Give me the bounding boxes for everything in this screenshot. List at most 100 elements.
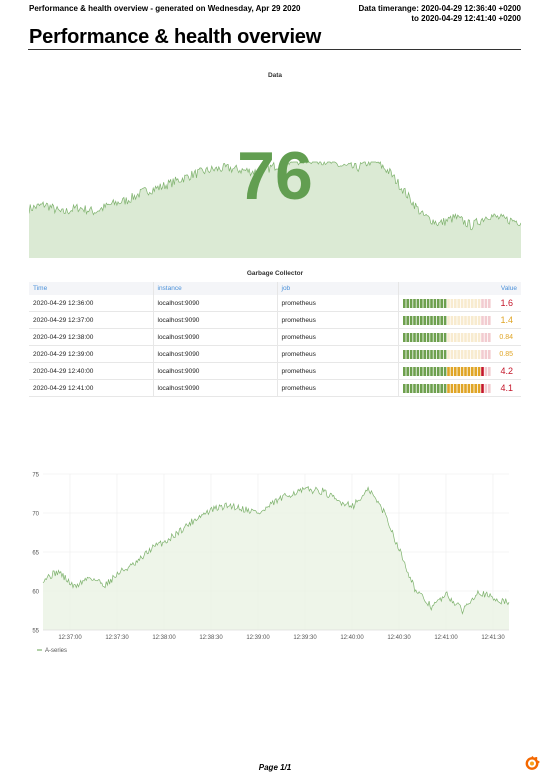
gauge-segment (426, 298, 429, 308)
cell-instance: localhost:9090 (153, 345, 278, 363)
legend-label[interactable]: A-series (45, 648, 67, 654)
gauge-segment (484, 366, 487, 376)
sparkline-line (29, 161, 521, 231)
gauge-segment (480, 366, 484, 376)
gauge-segment (470, 383, 474, 393)
cell-job: prometheus (277, 379, 399, 397)
gauge-segment (480, 332, 484, 342)
gauge-segment (446, 366, 450, 376)
cell-value: 0.85 (398, 345, 521, 363)
cell-value: 1.6 (398, 295, 521, 312)
gauge-segment (433, 383, 436, 393)
value-gauge (402, 298, 491, 308)
gauge-segment (429, 332, 433, 342)
gauge-segment (463, 383, 467, 393)
gauge-segment (487, 366, 491, 376)
column-header-time[interactable]: Time (29, 282, 154, 295)
value-gauge (402, 315, 491, 325)
y-tick-label: 70 (32, 512, 39, 518)
table-row: 2020-04-29 12:41:00 localhost:9090 prometh… (29, 379, 521, 397)
gauge-value: 0.84 (499, 333, 513, 341)
y-tick-label: 55 (32, 629, 39, 635)
gauge-segment (456, 366, 460, 376)
gauge-segment (463, 315, 467, 325)
gauge-segment (429, 366, 433, 376)
gauge-value: 1.6 (500, 298, 513, 308)
gauge-segment (409, 349, 412, 359)
x-tick-label: 12:38:30 (199, 635, 223, 641)
table-row: 2020-04-29 12:38:00 localhost:9090 prometh… (29, 328, 521, 346)
gauge-segment (450, 298, 453, 308)
gauge-segment (456, 383, 460, 393)
gauge-segment (433, 298, 436, 308)
gauge-segment (450, 383, 453, 393)
gauge-segment (467, 332, 470, 342)
cell-value: 4.1 (398, 379, 521, 397)
table-row: 2020-04-29 12:36:00 localhost:9090 prometh… (29, 295, 521, 312)
x-tick-label: 12:37:30 (105, 635, 129, 641)
gauge-segment (439, 298, 443, 308)
column-header-instance[interactable]: instance (153, 282, 278, 295)
garbage-collector-table: Time instance job Value 2020-04-29 12:36… (29, 282, 521, 397)
gauge-segment (416, 383, 419, 393)
gauge-segment (416, 332, 419, 342)
cell-job: prometheus (277, 311, 399, 329)
gauge-segment (487, 315, 491, 325)
gauge-segment (446, 298, 450, 308)
value-gauge (402, 366, 491, 376)
gauge-segment (450, 349, 453, 359)
gauge-segment (405, 332, 409, 342)
page-title: Performance & health overview (29, 26, 322, 48)
gauge-segment (443, 366, 446, 376)
gauge-segment (443, 349, 446, 359)
gauge-segment (409, 298, 412, 308)
gauge-segment (446, 315, 450, 325)
x-tick-label: 12:39:30 (293, 635, 317, 641)
gauge-segment (409, 315, 412, 325)
gauge-segment (402, 366, 406, 376)
gauge-segment (422, 332, 426, 342)
x-tick-label: 12:40:00 (340, 635, 364, 641)
gauge-segment (453, 383, 457, 393)
gauge-segment (467, 349, 470, 359)
gauge-segment (402, 298, 406, 308)
gauge-segment (416, 298, 419, 308)
table-row: 2020-04-29 12:40:00 localhost:9090 prometh… (29, 362, 521, 380)
gauge-segment (419, 349, 423, 359)
report-header-right: Data timerange: 2020-04-29 12:36:40 +020… (358, 4, 521, 24)
gauge-segment (439, 366, 443, 376)
cell-job: prometheus (277, 345, 399, 363)
column-header-job[interactable]: job (277, 282, 399, 295)
gauge-segment (405, 315, 409, 325)
value-gauge (402, 332, 491, 342)
value-gauge (402, 383, 491, 393)
gauge-segment (402, 349, 406, 359)
gauge-segment (470, 332, 474, 342)
gauge-segment (467, 298, 470, 308)
gauge-segment (467, 383, 470, 393)
gauge-segment (484, 383, 487, 393)
gauge-segment (463, 366, 467, 376)
gauge-segment (422, 315, 426, 325)
gauge-segment (429, 383, 433, 393)
cell-instance: localhost:9090 (153, 379, 278, 397)
gauge-segment (456, 349, 460, 359)
gauge-segment (480, 298, 484, 308)
gauge-segment (480, 383, 484, 393)
gauge-segment (443, 298, 446, 308)
gauge-segment (487, 383, 491, 393)
gauge-segment (429, 349, 433, 359)
column-header-value[interactable]: Value (398, 282, 521, 295)
gauge-segment (443, 315, 446, 325)
gauge-segment (429, 298, 433, 308)
cell-instance: localhost:9090 (153, 362, 278, 380)
gauge-segment (446, 332, 450, 342)
gauge-value: 4.1 (500, 383, 513, 393)
gauge-segment (439, 332, 443, 342)
gauge-segment (446, 383, 450, 393)
gauge-segment (473, 366, 477, 376)
gauge-segment (402, 383, 406, 393)
gauge-segment (484, 315, 487, 325)
gauge-segment (463, 332, 467, 342)
gauge-segment (443, 332, 446, 342)
